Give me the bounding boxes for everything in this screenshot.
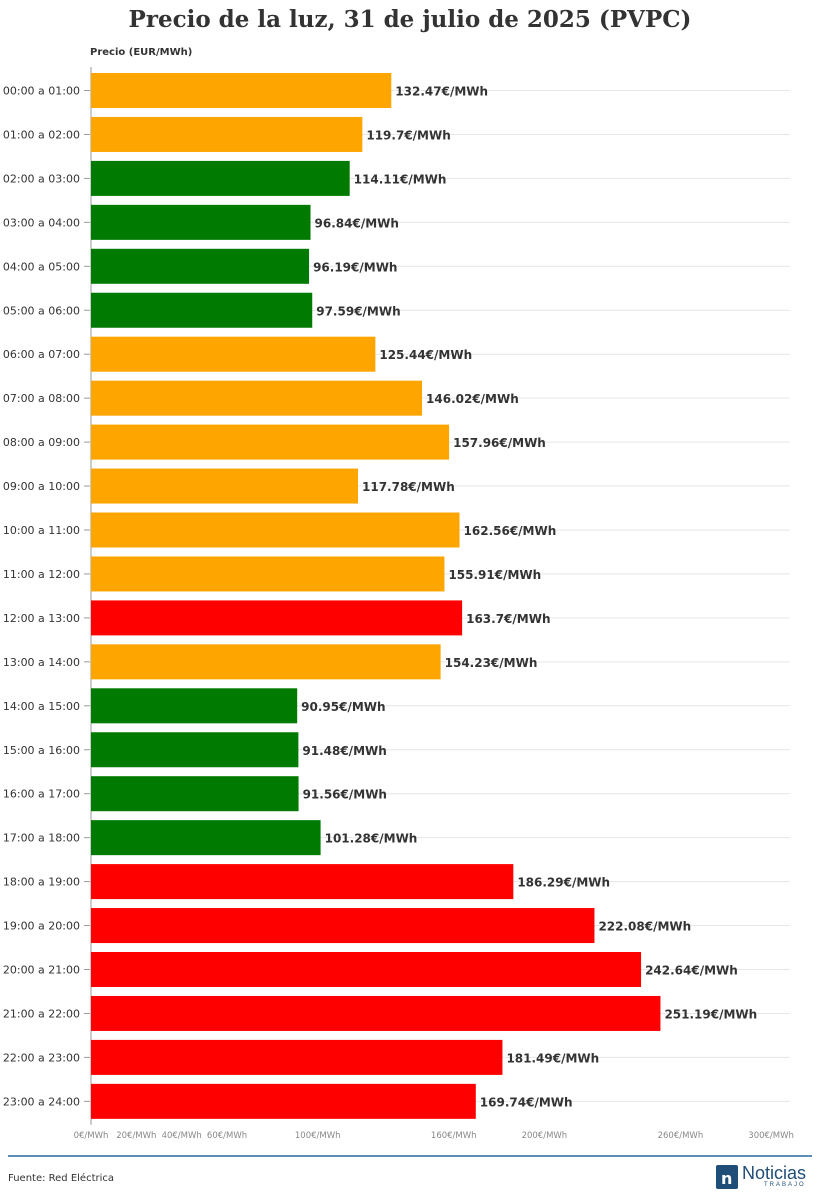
bar [91,380,423,416]
x-tick-label: 160€/MWh [431,1131,477,1141]
x-tick-label: 60€/MWh [207,1131,247,1141]
category-label: 05:00 a 06:00 [3,304,80,317]
bar [91,468,359,504]
value-label: 146.02€/MWh [426,392,519,406]
category-label: 21:00 a 22:00 [3,1007,80,1020]
x-tick-label: 200€/MWh [522,1131,568,1141]
value-label: 242.64€/MWh [645,964,738,978]
bar [91,248,310,284]
chart-title: Precio de la luz, 31 de julio de 2025 (P… [128,6,692,33]
category-label: 01:00 a 02:00 [3,128,80,141]
source-note: Fuente: Red Eléctrica [8,1173,115,1184]
category-label: 12:00 a 13:00 [3,612,80,625]
bar [91,688,298,724]
bar [91,512,460,548]
category-label: 15:00 a 16:00 [3,744,80,757]
bar [91,995,661,1031]
bar [91,160,350,196]
category-label: 18:00 a 19:00 [3,876,80,889]
category-label: 11:00 a 12:00 [3,568,80,581]
category-label: 07:00 a 08:00 [3,392,80,405]
bar [91,644,441,680]
bar [91,424,450,460]
bar [91,1083,476,1119]
logo-mark-icon: n [716,1165,738,1189]
value-label: 251.19€/MWh [664,1007,757,1021]
x-tick-label: 40€/MWh [162,1131,202,1141]
category-label: 03:00 a 04:00 [3,216,80,229]
value-label: 163.7€/MWh [466,612,550,626]
value-label: 157.96€/MWh [453,436,546,450]
x-tick-label: 100€/MWh [295,1131,341,1141]
bar [91,776,299,812]
value-label: 101.28€/MWh [325,832,418,846]
category-label: 04:00 a 05:00 [3,260,80,273]
value-label: 96.84€/MWh [315,216,399,230]
logo-subtext: TRABAJO [764,1182,806,1188]
category-label: 20:00 a 21:00 [3,964,80,977]
value-label: 97.59€/MWh [316,304,400,318]
y-axis-label: Precio (EUR/MWh) [90,47,193,58]
bar-chart: 00:00 a 01:00 132.47€/MWh 01:00 a 02:00 119… [3,67,794,1141]
value-label: 91.48€/MWh [302,744,386,758]
bar [91,820,321,856]
value-label: 222.08€/MWh [598,920,691,934]
value-label: 186.29€/MWh [517,876,610,890]
value-label: 132.47€/MWh [395,85,488,99]
bar [91,556,445,592]
brand-logo[interactable]: n Noticias TRABAJO [716,1163,812,1191]
logo-text: Noticias [742,1163,807,1183]
x-tick-label: 300€/MWh [748,1131,794,1141]
value-label: 125.44€/MWh [379,348,472,362]
category-label: 00:00 a 01:00 [3,85,80,98]
value-label: 96.19€/MWh [313,260,397,274]
category-label: 08:00 a 09:00 [3,436,80,449]
bar [91,292,313,328]
bar [91,73,392,108]
value-label: 154.23€/MWh [445,656,538,670]
value-label: 169.74€/MWh [480,1095,573,1109]
value-label: 90.95€/MWh [301,700,385,714]
category-label: 19:00 a 20:00 [3,920,80,933]
value-label: 114.11€/MWh [354,172,447,186]
category-label: 09:00 a 10:00 [3,480,80,493]
bar [91,204,311,240]
bar [91,1039,503,1075]
category-label: 22:00 a 23:00 [3,1051,80,1064]
bar [91,864,514,900]
category-label: 06:00 a 07:00 [3,348,80,361]
category-label: 23:00 a 24:00 [3,1095,80,1108]
bar [91,952,642,987]
x-tick-label: 20€/MWh [116,1131,156,1141]
value-label: 117.78€/MWh [362,480,455,494]
category-label: 10:00 a 11:00 [3,524,80,537]
value-label: 181.49€/MWh [506,1051,599,1065]
bar [91,336,376,372]
bar [91,116,363,152]
category-label: 14:00 a 15:00 [3,700,80,713]
category-label: 16:00 a 17:00 [3,788,80,801]
bar [91,908,595,944]
x-tick-label: 260€/MWh [658,1131,704,1141]
value-label: 155.91€/MWh [448,568,541,582]
category-label: 17:00 a 18:00 [3,832,80,845]
bar [91,600,463,636]
footer-divider [8,1155,812,1157]
value-label: 162.56€/MWh [464,524,557,538]
value-label: 91.56€/MWh [303,788,387,802]
bar [91,732,299,768]
value-label: 119.7€/MWh [366,128,450,142]
x-tick-label: 0€/MWh [74,1131,109,1141]
category-label: 13:00 a 14:00 [3,656,80,669]
category-label: 02:00 a 03:00 [3,172,80,185]
